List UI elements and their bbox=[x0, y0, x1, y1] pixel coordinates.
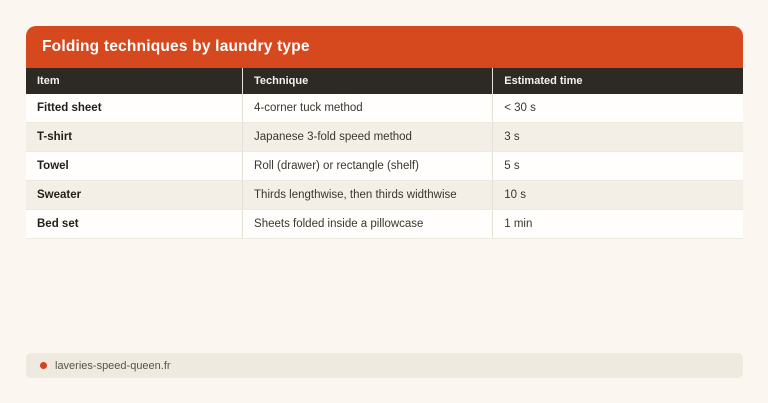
time-cell: 3 s bbox=[492, 122, 743, 152]
time-cell: 5 s bbox=[492, 151, 743, 181]
folding-techniques-table: Item Technique Estimated time Fitted she… bbox=[26, 68, 743, 239]
laundry-table-card: Folding techniques by laundry type Item … bbox=[26, 26, 743, 239]
table-row: Bed set Sheets folded inside a pillowcas… bbox=[26, 209, 743, 239]
technique-cell: 4-corner tuck method bbox=[242, 94, 493, 123]
technique-cell: Sheets folded inside a pillowcase bbox=[242, 209, 493, 239]
item-cell: T-shirt bbox=[26, 122, 243, 152]
time-cell: < 30 s bbox=[492, 94, 743, 123]
source-attribution-bar: laveries-speed-queen.fr bbox=[26, 353, 743, 378]
table-header-row: Item Technique Estimated time bbox=[26, 68, 743, 94]
table-row: Sweater Thirds lengthwise, then thirds w… bbox=[26, 180, 743, 210]
column-header-technique: Technique bbox=[242, 68, 493, 94]
page-title: Folding techniques by laundry type bbox=[42, 38, 310, 55]
source-dot-icon bbox=[40, 362, 47, 369]
card-title-bar: Folding techniques by laundry type bbox=[26, 26, 743, 68]
table-row: Towel Roll (drawer) or rectangle (shelf)… bbox=[26, 151, 743, 181]
item-cell: Sweater bbox=[26, 180, 243, 210]
table-row: Fitted sheet 4-corner tuck method < 30 s bbox=[26, 94, 743, 123]
column-header-item: Item bbox=[26, 68, 243, 94]
item-cell: Fitted sheet bbox=[26, 94, 243, 123]
source-url-text: laveries-speed-queen.fr bbox=[55, 359, 171, 372]
item-cell: Bed set bbox=[26, 209, 243, 239]
time-cell: 10 s bbox=[492, 180, 743, 210]
table-row: T-shirt Japanese 3-fold speed method 3 s bbox=[26, 122, 743, 152]
technique-cell: Japanese 3-fold speed method bbox=[242, 122, 493, 152]
technique-cell: Roll (drawer) or rectangle (shelf) bbox=[242, 151, 493, 181]
time-cell: 1 min bbox=[492, 209, 743, 239]
item-cell: Towel bbox=[26, 151, 243, 181]
column-header-estimated-time: Estimated time bbox=[492, 68, 743, 94]
technique-cell: Thirds lengthwise, then thirds widthwise bbox=[242, 180, 493, 210]
